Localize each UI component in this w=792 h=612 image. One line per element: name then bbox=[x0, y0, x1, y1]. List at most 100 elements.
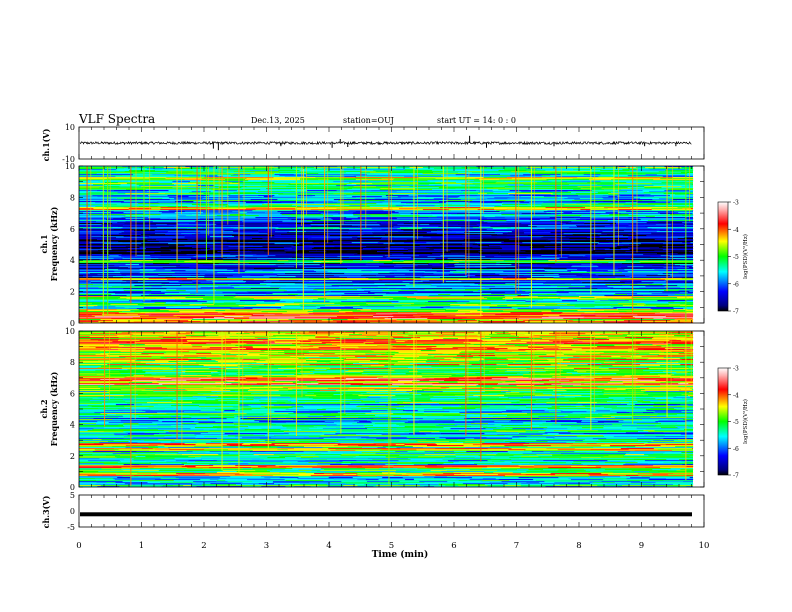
panel2-sferic bbox=[515, 166, 517, 294]
cbar2-tick: -4 bbox=[733, 392, 739, 399]
ch1-waveform-line bbox=[79, 140, 692, 146]
panel2-sferic bbox=[555, 166, 557, 262]
panel3-sferic bbox=[340, 331, 342, 434]
panel2-sferic bbox=[413, 166, 415, 288]
x-tick-label: 8 bbox=[576, 541, 581, 551]
panel3-sferic bbox=[590, 331, 592, 431]
ch1-waveform-ylabel: ch.1(V) bbox=[41, 128, 51, 161]
ch1-frequency-ylabel: Frequency (kHz) bbox=[49, 206, 59, 281]
panel3-sferic bbox=[238, 331, 240, 473]
panel2-sferic bbox=[107, 166, 109, 315]
panel2-sferic bbox=[102, 166, 104, 317]
panel2-y-tick: 10 bbox=[65, 162, 75, 171]
panel3-y-tick: 8 bbox=[70, 358, 75, 367]
panel2-sferic bbox=[267, 166, 269, 255]
cbar1-tick: -4 bbox=[733, 227, 739, 234]
panel2-sferic bbox=[221, 166, 223, 258]
panel2-sferic bbox=[324, 166, 326, 303]
ch3-waveform-ylabel: ch.3(V) bbox=[41, 495, 51, 528]
panel3-sferic bbox=[413, 331, 415, 435]
ch1-waveform-panel bbox=[78, 126, 705, 160]
panel3-sferic bbox=[666, 331, 668, 417]
panel3-y-tick: 4 bbox=[70, 421, 75, 430]
panel3-sferic bbox=[267, 331, 269, 450]
ch3-waveform-panel bbox=[78, 494, 705, 528]
cbar1-tick: -3 bbox=[733, 200, 739, 207]
cbar2-label: log(PSD)(V²/Hz) bbox=[742, 399, 749, 444]
x-tick-label: 9 bbox=[639, 541, 644, 551]
ch2-colorbar: -3 -4 -5 -6 -7 log(PSD)(V²/Hz) bbox=[717, 366, 749, 480]
ch1-spectrogram-panel bbox=[78, 165, 705, 324]
panel2-sferic bbox=[295, 166, 297, 269]
ch1-waveform-y-tick: -10 bbox=[62, 155, 75, 164]
panel2-sferic bbox=[238, 166, 240, 274]
panel2-y-tick: 6 bbox=[70, 225, 75, 234]
x-tick-label: 10 bbox=[699, 541, 710, 551]
x-tick-label: 7 bbox=[514, 541, 519, 551]
panel2-sferic bbox=[613, 166, 615, 276]
x-tick-labels: 0 1 2 3 4 5 6 7 8 9 10 bbox=[76, 541, 709, 551]
panel3-sferic bbox=[685, 331, 687, 481]
panel2-sferic bbox=[205, 166, 207, 261]
panel3-sferic bbox=[221, 331, 223, 471]
ch1-spectrogram-ylabel: ch.1 bbox=[39, 234, 49, 253]
panel3-sferic bbox=[465, 331, 467, 436]
panel2-sferic bbox=[632, 166, 634, 314]
x-tick-label: 4 bbox=[326, 541, 331, 551]
panel2-sferic bbox=[86, 166, 88, 322]
panel2-y-tick: 2 bbox=[70, 288, 75, 297]
panel3-sferic bbox=[388, 331, 390, 485]
panel2-sferic bbox=[213, 166, 215, 304]
panel3-sferic bbox=[130, 331, 132, 486]
ch1-colorbar: -3 -4 -5 -6 -7 log(PSD)(V²/Hz) bbox=[717, 200, 749, 316]
cbar2-tick: -3 bbox=[733, 366, 739, 373]
panel2-y-tick: 8 bbox=[70, 193, 75, 202]
ch3-waveform-y-tick: -5 bbox=[67, 523, 75, 532]
x-tick-label: 6 bbox=[451, 541, 456, 551]
panel2-sferic bbox=[442, 166, 444, 283]
panel2-sferic bbox=[685, 166, 687, 322]
ch1-waveform-y-tick: 10 bbox=[65, 123, 75, 132]
panel3-heatmap-cells bbox=[79, 331, 694, 488]
panel3-y-tick: 0 bbox=[70, 483, 75, 492]
panel3-sferic bbox=[295, 331, 297, 436]
panel2-sferic bbox=[130, 166, 132, 304]
ch2-frequency-ylabel: Frequency (kHz) bbox=[49, 371, 59, 446]
panel2-heatmap-cells bbox=[79, 166, 694, 324]
figure-title: VLF Spectra bbox=[78, 112, 155, 126]
x-tick-label: 3 bbox=[264, 541, 269, 551]
panel2-sferic bbox=[480, 166, 482, 316]
cbar2-tick: -5 bbox=[733, 419, 739, 426]
start-time-label: start UT = 14: 0 : 0 bbox=[437, 116, 516, 125]
panel3-y-tick: 2 bbox=[70, 452, 75, 461]
cbar2-tick: -7 bbox=[733, 473, 739, 480]
panel2-sferic bbox=[302, 166, 304, 311]
panel2-sferic bbox=[530, 166, 532, 308]
panel2-sferic bbox=[388, 166, 390, 258]
panel3-sferic bbox=[530, 331, 532, 431]
x-tick-label: 0 bbox=[76, 541, 81, 551]
ch2-spectrogram-panel bbox=[78, 330, 705, 488]
cbar1-label: log(PSD)(V²/Hz) bbox=[742, 234, 749, 279]
ch3-waveform-line bbox=[80, 512, 692, 517]
panel2-sferic bbox=[196, 166, 198, 293]
date-label: Dec.13, 2025 bbox=[251, 116, 305, 125]
panel2-sferic bbox=[340, 166, 342, 264]
panel3-y-tick: 10 bbox=[65, 327, 75, 336]
cbar2-tick: -6 bbox=[733, 446, 739, 453]
x-axis-label: Time (min) bbox=[372, 549, 429, 560]
cbar1-tick: -5 bbox=[733, 254, 739, 261]
panel3-sferic bbox=[104, 331, 106, 427]
panel2-sferic bbox=[360, 166, 362, 261]
station-label: station=OUJ bbox=[343, 116, 394, 125]
panel2-sferic bbox=[176, 166, 178, 263]
panel3-sferic bbox=[176, 331, 178, 440]
panel3-sferic bbox=[632, 331, 634, 425]
ch3-waveform-y-tick: 5 bbox=[70, 491, 75, 500]
panel2-y-tick: 4 bbox=[70, 256, 75, 265]
panel3-y-tick: 6 bbox=[70, 389, 75, 398]
panel2-y-tick: 0 bbox=[70, 319, 75, 328]
cbar1-tick: -6 bbox=[733, 281, 739, 288]
ch2-spectrogram-ylabel: ch.2 bbox=[39, 399, 49, 418]
